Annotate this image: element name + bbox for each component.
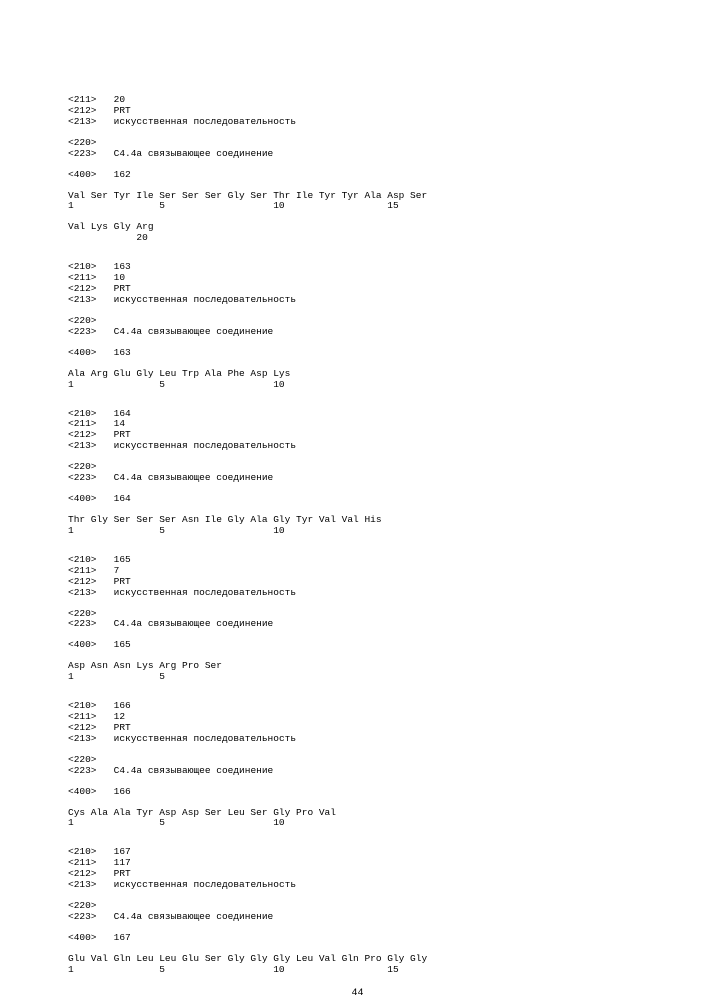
tag-line: <213> искусственная последовательность [68,734,647,745]
number-line: 1 5 10 15 [68,965,647,976]
tag-line: <211> 14 [68,419,647,430]
tag-line: <213> искусственная последовательность [68,880,647,891]
tag-line: <223> C4.4a связывающее соединение [68,149,647,160]
number-line: 1 5 [68,672,647,683]
tag-line: <213> искусственная последовательность [68,295,647,306]
sequence-block: Glu Val Gln Leu Leu Glu Ser Gly Gly Gly … [68,954,647,976]
page-number: 44 [68,988,647,1000]
document-page: <211> 20 <212> PRT <213> искусственная п… [0,0,707,999]
tag-line: <211> 10 [68,273,647,284]
number-line: 1 5 10 [68,818,647,829]
feature-block: <220> <223> C4.4a связывающее соединение [68,609,647,631]
tag-line: <400> 165 [68,640,647,651]
tag-line: <223> C4.4a связывающее соединение [68,766,647,777]
number-line: 20 [68,233,647,244]
tag-line: <400> 167 [68,933,647,944]
feature-block: <220> <223> C4.4a связывающее соединение [68,316,647,338]
header-block: <210> 165 <211> 7 <212> PRT <213> искусс… [68,555,647,599]
tag-line: <210> 164 [68,409,647,420]
number-line: 1 5 10 15 [68,201,647,212]
tag-line: <223> C4.4a связывающее соединение [68,473,647,484]
sequence-block: Thr Gly Ser Ser Ser Asn Ile Gly Ala Gly … [68,515,647,537]
tag-line: <211> 7 [68,566,647,577]
header-block: <210> 166 <211> 12 <212> PRT <213> искус… [68,701,647,745]
tag-line: <211> 12 [68,712,647,723]
header-block: <210> 164 <211> 14 <212> PRT <213> искус… [68,409,647,453]
sequence-block: Ala Arg Glu Gly Leu Trp Ala Phe Asp Lys … [68,369,647,391]
tag-line: <211> 117 [68,858,647,869]
tag-line: <400> 162 [68,170,647,181]
tag-line: <211> 20 [68,95,647,106]
tag-line: <213> искусственная последовательность [68,117,647,128]
sequence-block: Val Lys Gly Arg 20 [68,222,647,244]
tag-line: <223> C4.4a связывающее соединение [68,912,647,923]
tag-line: <213> искусственная последовательность [68,588,647,599]
tag-line: <210> 166 [68,701,647,712]
residue-line: Val Lys Gly Arg [68,222,647,233]
seqid-block: <400> 165 [68,640,647,651]
tag-line: <400> 163 [68,348,647,359]
seqid-block: <400> 163 [68,348,647,359]
sequence-block: Asp Asn Asn Lys Arg Pro Ser 1 5 [68,661,647,683]
header-block: <210> 167 <211> 117 <212> PRT <213> иску… [68,847,647,891]
tag-line: <400> 166 [68,787,647,798]
seqid-block: <400> 164 [68,494,647,505]
feature-block: <220> <223> C4.4a связывающее соединение [68,901,647,923]
tag-line: <223> C4.4a связывающее соединение [68,619,647,630]
feature-block: <220> <223> C4.4a связывающее соединение [68,755,647,777]
seqid-block: <400> 162 [68,170,647,181]
seqid-block: <400> 166 [68,787,647,798]
header-block: <210> 163 <211> 10 <212> PRT <213> искус… [68,262,647,306]
tag-line: <213> искусственная последовательность [68,441,647,452]
sequence-block: Val Ser Tyr Ile Ser Ser Ser Gly Ser Thr … [68,191,647,213]
feature-block: <220> <223> C4.4a связывающее соединение [68,138,647,160]
sequence-block: Cys Ala Ala Tyr Asp Asp Ser Leu Ser Gly … [68,808,647,830]
tag-line: <210> 163 [68,262,647,273]
residue-line: Ala Arg Glu Gly Leu Trp Ala Phe Asp Lys [68,369,647,380]
tag-line: <223> C4.4a связывающее соединение [68,327,647,338]
header-block: <211> 20 <212> PRT <213> искусственная п… [68,95,647,128]
tag-line: <210> 167 [68,847,647,858]
number-line: 1 5 10 [68,380,647,391]
number-line: 1 5 10 [68,526,647,537]
tag-line: <400> 164 [68,494,647,505]
tag-line: <210> 165 [68,555,647,566]
feature-block: <220> <223> C4.4a связывающее соединение [68,462,647,484]
seqid-block: <400> 167 [68,933,647,944]
